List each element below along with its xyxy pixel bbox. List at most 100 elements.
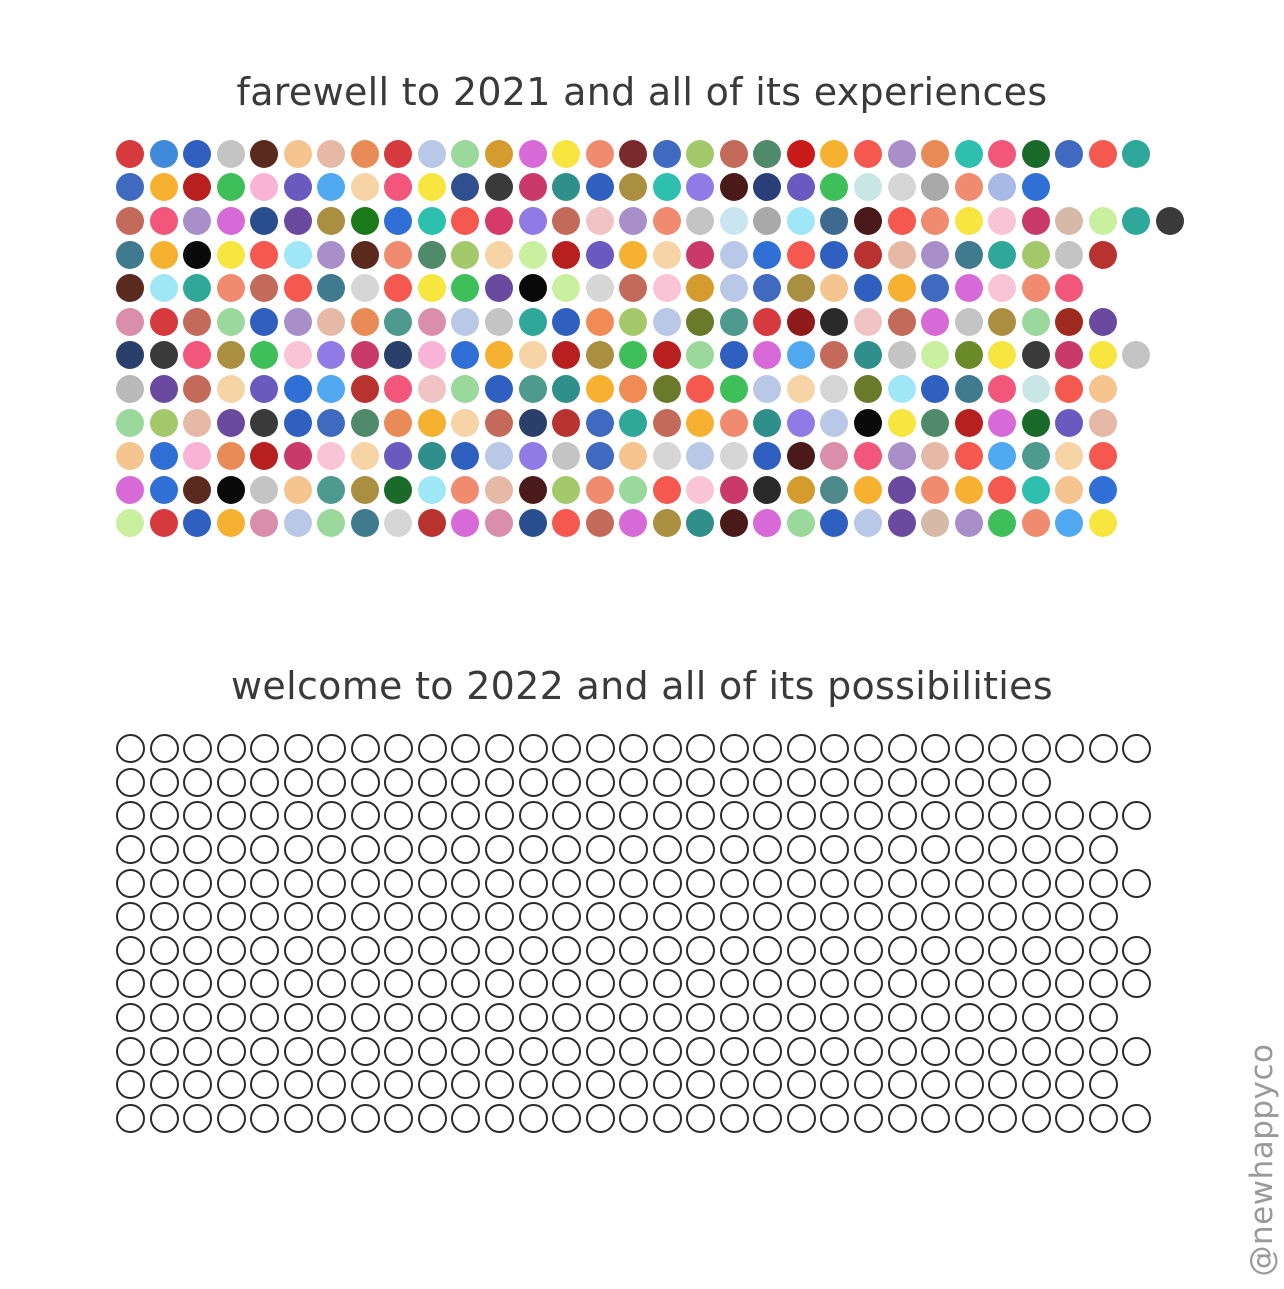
day-dot — [485, 173, 514, 202]
day-dot — [585, 173, 614, 202]
empty-day-circle — [149, 902, 179, 932]
empty-day-circle — [350, 969, 380, 999]
day-dot — [552, 139, 581, 168]
day-dot — [619, 509, 648, 538]
day-dot — [854, 374, 883, 403]
month-row-2021 — [116, 271, 1176, 305]
day-dot — [786, 341, 815, 370]
empty-day-circle — [216, 1003, 246, 1033]
empty-day-circle — [719, 734, 749, 764]
day-dot — [988, 408, 1017, 437]
empty-day-circle — [317, 1070, 347, 1100]
day-dot — [317, 475, 346, 504]
empty-day-circle — [552, 801, 582, 831]
day-dot — [1122, 206, 1151, 235]
day-dot — [820, 408, 849, 437]
day-dot — [619, 139, 648, 168]
empty-day-circle — [1122, 969, 1152, 999]
day-dot — [451, 341, 480, 370]
day-dot — [250, 173, 279, 202]
empty-day-circle — [116, 935, 145, 965]
day-dot — [719, 139, 748, 168]
day-dot — [887, 274, 916, 303]
empty-day-circle — [1055, 835, 1085, 865]
day-dot — [183, 408, 212, 437]
empty-day-circle — [149, 801, 179, 831]
day-dot — [552, 374, 581, 403]
day-dot — [116, 408, 144, 437]
day-dot — [786, 307, 815, 336]
day-dot — [1055, 206, 1084, 235]
empty-day-circle — [552, 1103, 582, 1133]
empty-day-circle — [183, 935, 213, 965]
month-row-2022 — [116, 866, 1176, 900]
empty-day-circle — [149, 868, 179, 898]
day-dot — [116, 240, 144, 269]
day-dot — [988, 442, 1017, 471]
empty-day-circle — [921, 734, 951, 764]
day-dot — [417, 173, 446, 202]
month-row-2021 — [116, 204, 1184, 238]
day-dot — [283, 475, 312, 504]
empty-day-circle — [149, 1003, 179, 1033]
empty-day-circle — [887, 835, 917, 865]
day-dot — [921, 240, 950, 269]
empty-day-circle — [1088, 835, 1118, 865]
empty-day-circle — [887, 1036, 917, 1066]
empty-day-circle — [954, 734, 984, 764]
empty-day-circle — [149, 1036, 179, 1066]
empty-day-circle — [250, 935, 280, 965]
day-dot — [954, 408, 983, 437]
day-dot — [1021, 408, 1050, 437]
day-dot — [1055, 408, 1084, 437]
day-dot — [619, 307, 648, 336]
day-dot — [921, 341, 950, 370]
empty-day-circle — [854, 835, 884, 865]
empty-day-circle — [183, 868, 213, 898]
day-dot — [1021, 475, 1050, 504]
empty-day-circle — [887, 767, 917, 797]
day-dot — [954, 341, 983, 370]
day-dot — [652, 307, 681, 336]
empty-day-circle — [384, 902, 414, 932]
day-dot — [652, 274, 681, 303]
empty-day-circle — [1088, 1070, 1118, 1100]
empty-day-circle — [485, 801, 515, 831]
empty-day-circle — [585, 868, 615, 898]
day-dot — [719, 509, 748, 538]
empty-day-circle — [652, 767, 682, 797]
day-dot — [753, 307, 782, 336]
day-dot — [719, 274, 748, 303]
empty-day-circle — [854, 1070, 884, 1100]
empty-day-circle — [1088, 902, 1118, 932]
empty-day-circle — [585, 935, 615, 965]
empty-day-circle — [854, 969, 884, 999]
empty-day-circle — [820, 935, 850, 965]
empty-day-circle — [921, 801, 951, 831]
day-dot — [652, 173, 681, 202]
empty-day-circle — [719, 1036, 749, 1066]
day-dot — [417, 341, 446, 370]
empty-day-circle — [216, 969, 246, 999]
day-dot — [585, 139, 614, 168]
empty-day-circle — [451, 902, 481, 932]
empty-day-circle — [417, 734, 447, 764]
empty-day-circle — [1021, 902, 1051, 932]
day-dot — [652, 139, 681, 168]
empty-day-circle — [216, 1103, 246, 1133]
empty-day-circle — [686, 1103, 716, 1133]
empty-day-circle — [250, 801, 280, 831]
empty-day-circle — [552, 1070, 582, 1100]
day-dot — [585, 374, 614, 403]
day-dot — [384, 341, 413, 370]
empty-day-circle — [1021, 801, 1051, 831]
month-row-2021 — [116, 406, 1176, 440]
day-dot — [753, 442, 782, 471]
empty-day-circle — [384, 734, 414, 764]
empty-day-circle — [216, 1036, 246, 1066]
empty-day-circle — [988, 1103, 1018, 1133]
day-dot — [619, 442, 648, 471]
day-dot — [854, 139, 883, 168]
empty-day-circle — [652, 1003, 682, 1033]
day-dot — [921, 274, 950, 303]
